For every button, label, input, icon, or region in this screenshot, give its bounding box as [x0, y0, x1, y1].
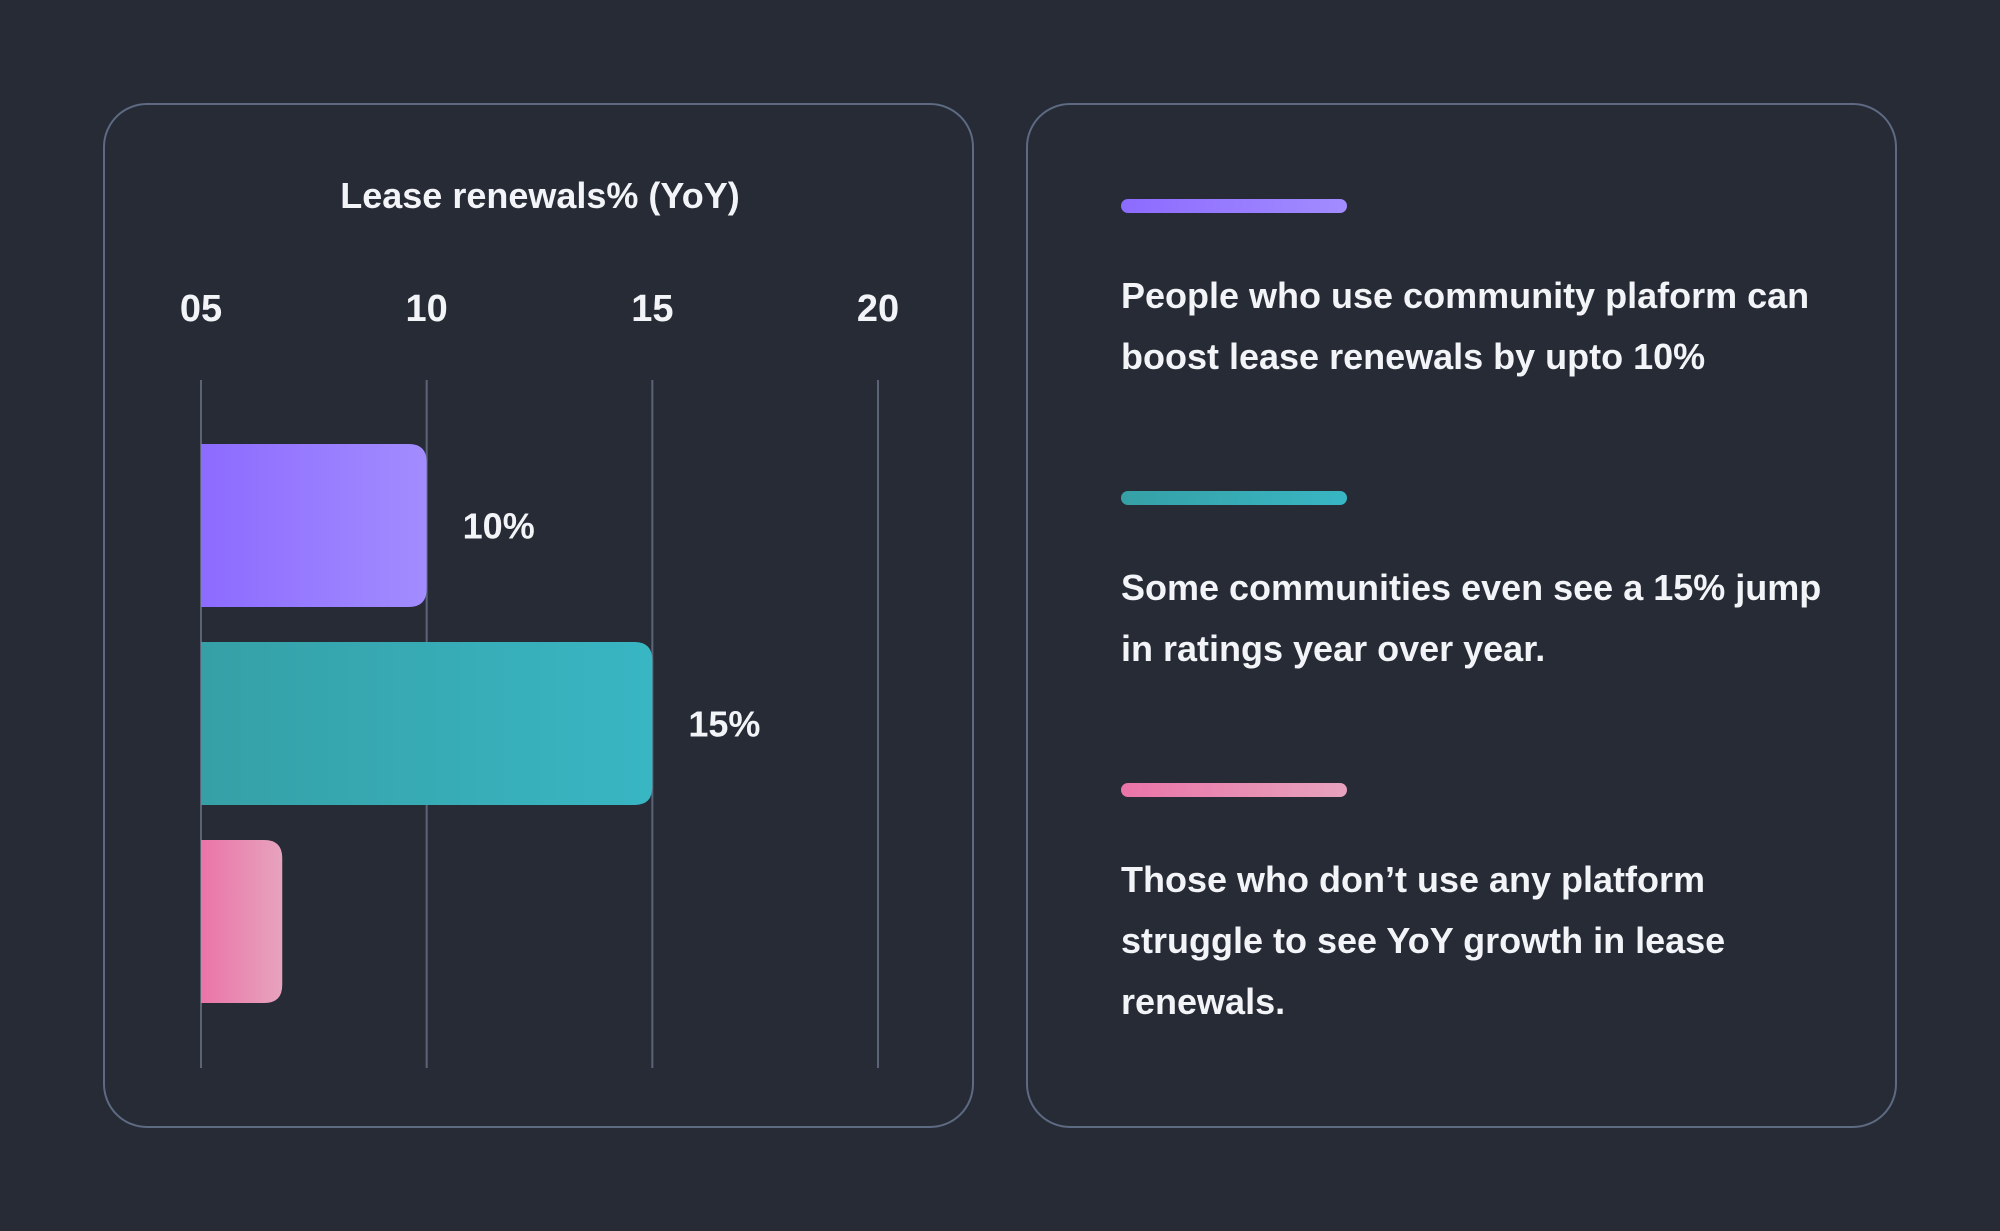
bar	[201, 444, 427, 607]
x-tick-label: 20	[857, 288, 899, 330]
stats-panel: People who use community plaform can boo…	[1026, 103, 1897, 1128]
stat-accent-line	[1121, 783, 1347, 797]
stat-block-1: People who use community plaform can boo…	[1121, 199, 1841, 387]
stat-accent-line	[1121, 199, 1347, 213]
stat-block-3: Those who don’t use any platform struggl…	[1121, 783, 1841, 1032]
stat-text: Some communities even see a 15% jump in …	[1121, 567, 1822, 669]
bar-chart: Lease renewals% (YoY) 05 10 15 20 10% 15%	[180, 175, 899, 1068]
chart-title: Lease renewals% (YoY)	[340, 175, 740, 216]
stat-text: People who use community plaform can boo…	[1121, 275, 1810, 377]
bar-value-label: 10%	[463, 506, 535, 547]
x-tick-label: 05	[180, 288, 222, 330]
bar	[201, 840, 283, 1003]
chart-panel: Lease renewals% (YoY) 05 10 15 20 10% 15%	[103, 103, 974, 1128]
x-tick-label: 10	[406, 288, 448, 330]
x-tick-label: 15	[631, 288, 673, 330]
bar	[201, 642, 653, 805]
stat-accent-line	[1121, 491, 1347, 505]
stat-text: Those who don’t use any platform struggl…	[1121, 859, 1726, 1022]
bar-value-label: 15%	[688, 704, 760, 745]
stat-block-2: Some communities even see a 15% jump in …	[1121, 491, 1841, 679]
